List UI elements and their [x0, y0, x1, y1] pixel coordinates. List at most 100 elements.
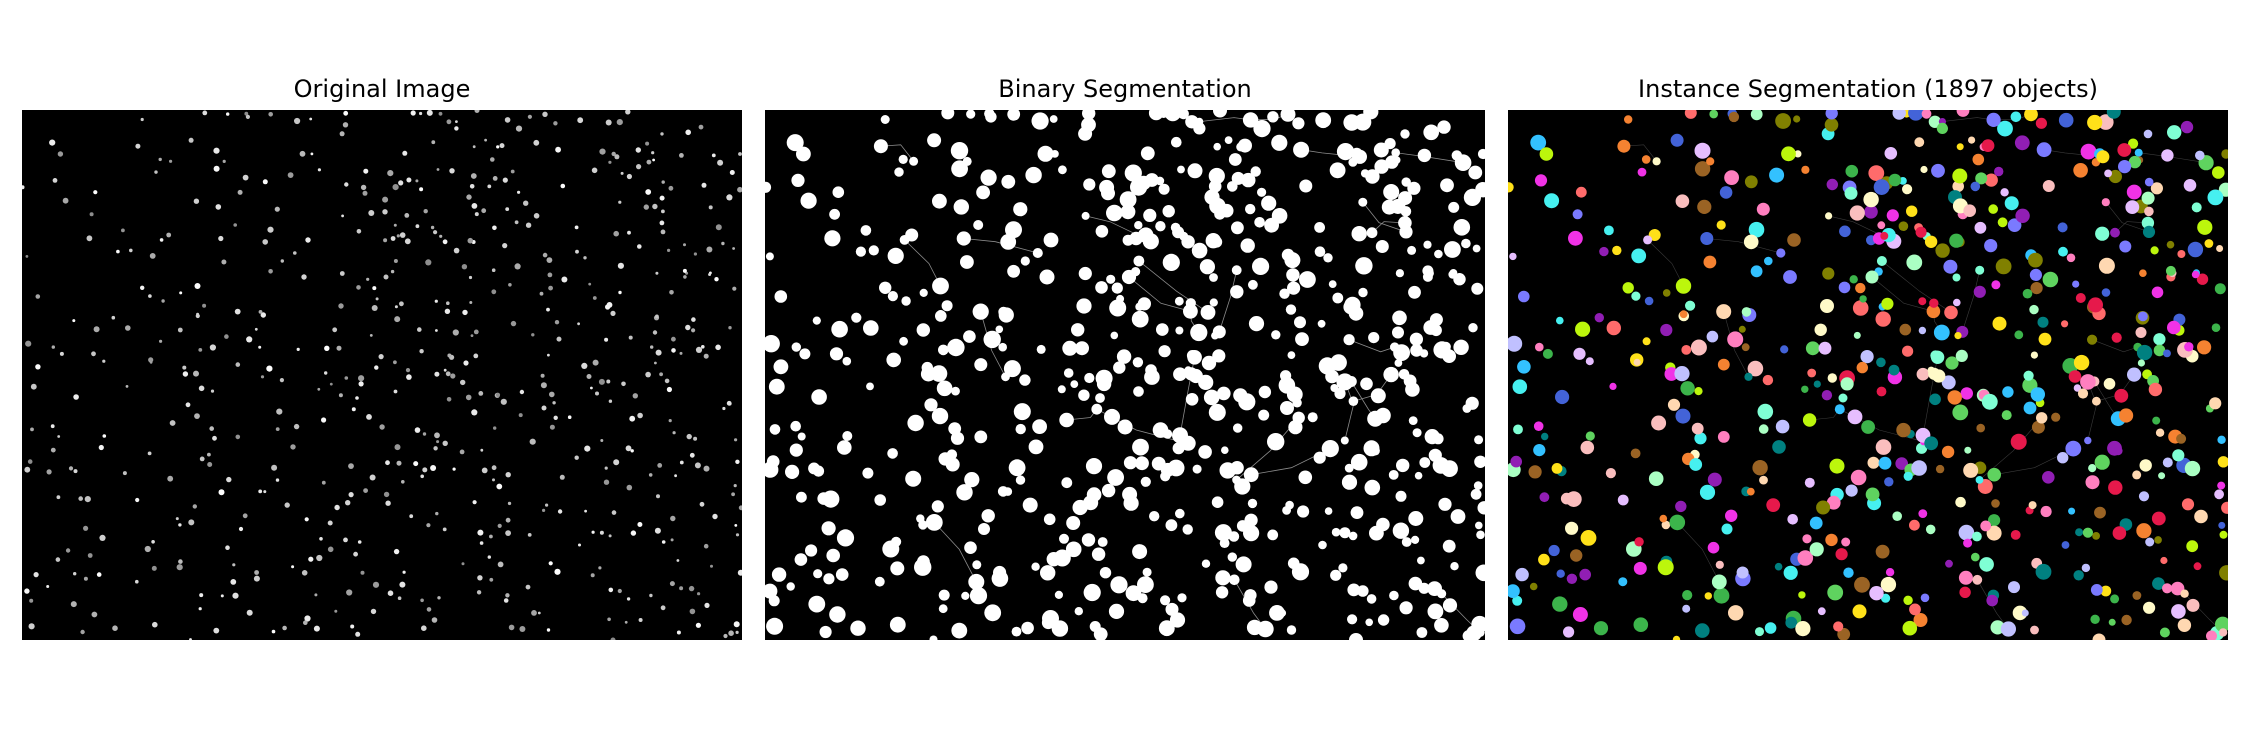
mask-blob: [1383, 366, 1399, 383]
spot: [474, 110, 480, 113]
mask-blob: [1101, 164, 1116, 179]
spot: [363, 488, 368, 493]
instance-object: [1928, 115, 1942, 128]
spot: [670, 515, 676, 522]
mask-blob: [1463, 188, 1481, 206]
mask-blob: [1407, 245, 1417, 255]
spot: [202, 110, 208, 116]
spot: [327, 546, 334, 553]
mask-blob: [1297, 505, 1310, 518]
mask-blob: [1095, 281, 1108, 294]
instance-object: [1914, 137, 1925, 148]
mask-blob: [1253, 120, 1271, 138]
instance-object: [2030, 387, 2045, 402]
spot: [237, 189, 243, 195]
instance-object: [1855, 282, 1866, 294]
instance-object: [1933, 324, 1950, 341]
spot: [213, 147, 220, 154]
mask-blob: [1408, 416, 1418, 425]
mask-blob: [1032, 248, 1043, 258]
mask-blob: [1106, 204, 1123, 222]
spot: [351, 407, 356, 412]
instance-object: [2057, 222, 2068, 233]
spot: [630, 530, 637, 536]
instance-object: [1631, 291, 1641, 301]
instance-object: [1964, 446, 1972, 454]
mask-blob: [1110, 576, 1128, 594]
mask-blob: [1344, 296, 1361, 313]
spot: [393, 259, 398, 263]
mask-blob: [1267, 111, 1279, 123]
mask-blob: [1148, 110, 1164, 121]
spot: [345, 500, 351, 506]
spot: [234, 308, 241, 315]
instance-object: [2161, 149, 2174, 162]
mask-blob: [1137, 297, 1151, 311]
spot: [620, 171, 624, 175]
instance-object: [2015, 208, 2030, 223]
instance-object: [2187, 241, 2204, 258]
spot: [140, 117, 144, 122]
spot: [353, 551, 358, 557]
watershed-line: [1881, 260, 1952, 313]
mask-blob: [874, 576, 885, 587]
mask-blob: [1039, 269, 1055, 285]
spot: [449, 168, 455, 174]
spot: [595, 391, 599, 396]
instance-object: [1529, 582, 1538, 591]
instance-object: [1781, 146, 1796, 162]
instance-object: [1906, 205, 1918, 217]
mask-blob: [951, 386, 960, 396]
mask-blob: [1412, 428, 1422, 438]
spot: [50, 424, 55, 429]
spot: [267, 226, 274, 233]
spot: [308, 556, 314, 562]
instance-object: [1875, 311, 1891, 327]
spot: [659, 195, 665, 201]
panel-binary: Binary Segmentation: [765, 0, 1485, 750]
mask-blob: [919, 288, 928, 297]
instance-object: [1876, 357, 1886, 368]
mask-blob: [1081, 117, 1096, 133]
mask-blob: [1347, 583, 1361, 597]
instance-object: [1617, 494, 1629, 506]
instance-object: [2021, 609, 2029, 617]
spot: [275, 478, 280, 482]
spot: [545, 503, 549, 507]
mask-blob: [1065, 541, 1082, 558]
spot: [626, 597, 631, 601]
spot: [344, 182, 349, 187]
mask-blob: [1149, 511, 1160, 522]
spot: [348, 492, 354, 498]
mask-blob: [1180, 435, 1196, 451]
instance-object: [2042, 271, 2059, 288]
spot: [70, 601, 77, 608]
mask-blob: [1247, 498, 1258, 509]
mask-blob: [1331, 527, 1341, 537]
instance-object: [1572, 209, 1583, 220]
instance-object: [1976, 423, 1985, 433]
mask-blob: [901, 296, 911, 306]
mask-blob: [1037, 145, 1054, 162]
instance-object: [2010, 111, 2022, 123]
instance-object: [1684, 110, 1697, 119]
instance-object: [2141, 191, 2155, 205]
spot: [35, 364, 41, 370]
spot: [660, 229, 666, 235]
panel-title-original: Original Image: [293, 75, 471, 103]
instance-object: [1844, 186, 1858, 200]
instance-object: [1580, 530, 1597, 546]
mask-blob: [1422, 265, 1434, 277]
instance-object: [1634, 537, 1644, 547]
spot: [502, 177, 508, 183]
mask-blob: [1315, 112, 1332, 129]
spot: [667, 248, 671, 252]
mask-blob: [968, 573, 985, 590]
spot: [664, 378, 670, 384]
spot: [588, 282, 592, 286]
mask-blob: [1261, 195, 1277, 211]
instance-object: [2110, 594, 2120, 604]
spot: [643, 204, 649, 210]
mask-blob: [1324, 507, 1333, 515]
spot: [313, 625, 320, 632]
